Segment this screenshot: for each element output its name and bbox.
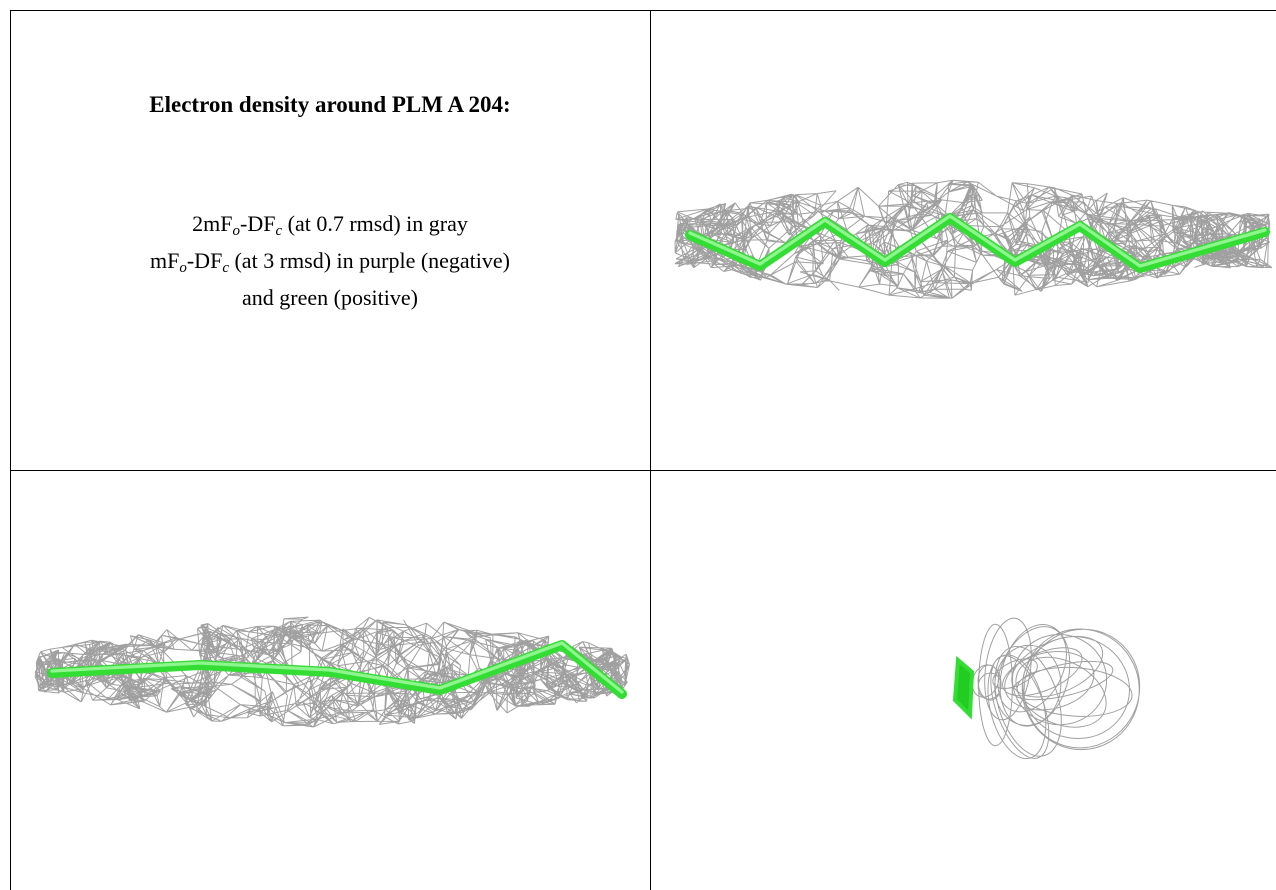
ligand-highlight <box>688 214 1267 268</box>
caption-line: mFo-DFc (at 3 rmsd) in purple (negative) <box>10 242 650 279</box>
ligand-highlight <box>50 641 624 694</box>
caption-text: 2mF <box>192 211 233 236</box>
mesh <box>971 617 1141 760</box>
caption-text: o <box>179 260 187 276</box>
caption-text: o <box>232 223 241 239</box>
density-images <box>34 179 1273 760</box>
caption-line: and green (positive) <box>10 279 650 316</box>
caption-text: (at 0.7 rmsd) in gray <box>282 211 468 236</box>
caption-text: c <box>222 260 229 276</box>
table-borders <box>10 10 1276 890</box>
caption-text: -DF <box>186 248 223 273</box>
caption-lines: 2mFo-DFc (at 0.7 rmsd) in gray mFo-DFc (a… <box>10 205 650 316</box>
caption-text: c <box>275 223 283 239</box>
caption-text: -DF <box>240 211 276 236</box>
caption-text: and green (positive) <box>242 285 418 310</box>
mesh-lines <box>971 617 1141 760</box>
caption-text: (at 3 rmsd) in purple (negative) <box>228 248 510 273</box>
caption-line: 2mFo-DFc (at 0.7 rmsd) in gray <box>10 205 650 242</box>
caption-text: mF <box>150 248 180 273</box>
caption-title: Electron density around PLM A 204: <box>149 92 511 117</box>
ligand-stick <box>952 655 975 720</box>
